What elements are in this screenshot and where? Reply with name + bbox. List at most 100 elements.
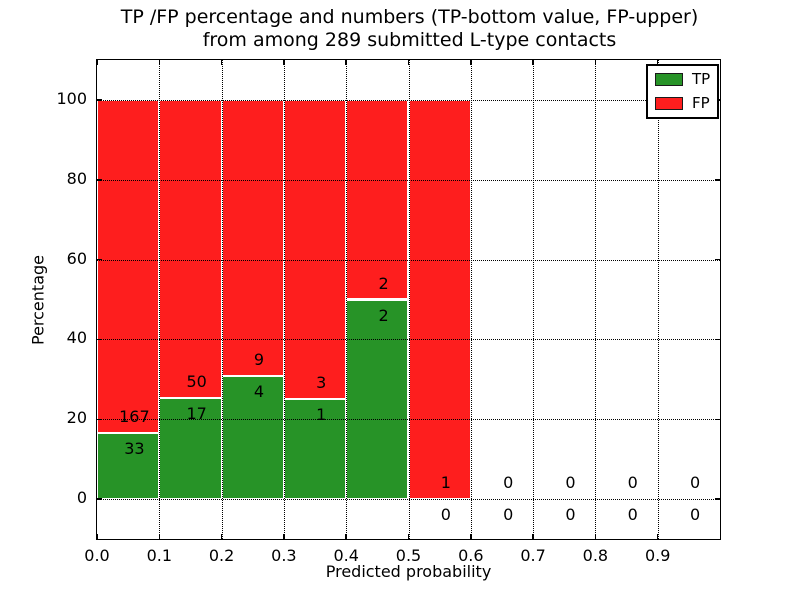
bar-count-label-fp: 0 — [689, 473, 701, 493]
x-tickmark-bottom — [656, 534, 659, 539]
bar-count-label-tp: 0 — [565, 505, 576, 525]
y-tick-label: 80 — [66, 168, 87, 188]
x-tickmark-bottom — [96, 534, 98, 539]
y-tickmark-left — [97, 338, 102, 341]
legend-swatch-fp — [655, 97, 683, 110]
gridline-v — [533, 60, 535, 539]
bar-segment-tp — [159, 397, 222, 500]
bar-segment-tp — [283, 399, 347, 500]
x-tick-label: 0.2 — [208, 546, 235, 565]
bar-count-label-tp: 0 — [627, 505, 638, 525]
x-tick-label: 0.7 — [520, 546, 546, 565]
x-tick-label: 0.3 — [271, 546, 297, 565]
y-tickmark-right — [715, 418, 720, 420]
bar-count-label-fp: 50 — [186, 371, 207, 391]
x-tickmark-top — [532, 60, 534, 65]
gridline-v — [408, 60, 410, 539]
gridline-v — [346, 60, 348, 539]
chart-title-line2: from among 289 submitted L-type contacts — [202, 29, 617, 51]
bar-count-label-tp: 4 — [253, 382, 265, 402]
legend-entry-tp: TP — [655, 72, 710, 87]
x-tickmark-bottom — [594, 534, 597, 539]
x-tickmark-top — [283, 60, 285, 65]
chart-title-line1: TP /FP percentage and numbers (TP-bottom… — [120, 6, 699, 28]
bar-segment-fp — [221, 99, 284, 377]
bar-count-label-tp: 0 — [440, 505, 451, 525]
x-tick-label: 0.5 — [395, 546, 422, 565]
y-tickmark-left — [97, 418, 102, 420]
x-tickmark-top — [594, 60, 597, 65]
x-tickmark-bottom — [158, 534, 161, 539]
x-tickmark-top — [96, 60, 98, 65]
legend-label-tp: TP — [692, 70, 711, 88]
bar-count-label-fp: 0 — [627, 473, 638, 493]
y-tickmark-right — [715, 179, 720, 181]
bar-segment-tp — [221, 376, 284, 500]
bar-count-label-tp: 0 — [689, 505, 701, 525]
bar-count-label-tp: 1 — [316, 405, 327, 425]
x-tickmark-top — [345, 60, 347, 65]
bar-segment-fp — [283, 99, 347, 400]
x-tick-label: 0.8 — [582, 546, 609, 565]
bar-count-label-fp: 3 — [316, 373, 327, 393]
x-tickmark-top — [220, 60, 223, 65]
bar-count-label-tp: 0 — [503, 505, 514, 525]
bar-count-label-fp: 9 — [253, 350, 265, 370]
legend: TP FP — [646, 64, 720, 119]
y-tick-label: 40 — [66, 328, 87, 348]
y-tickmark-left — [97, 258, 102, 261]
x-tickmark-bottom — [345, 534, 347, 539]
bar-segment-tp — [346, 299, 409, 500]
bar-segment-tp — [97, 433, 160, 500]
bar-segment-fp — [346, 99, 409, 300]
legend-entry-fp: FP — [655, 96, 710, 111]
x-tickmark-top — [158, 60, 161, 65]
y-tick-label: 20 — [66, 408, 87, 428]
x-tick-label: 0.0 — [84, 546, 110, 565]
gridline-v — [657, 60, 659, 539]
x-tickmark-bottom — [470, 534, 472, 539]
x-tickmark-bottom — [220, 534, 223, 539]
bar-segment-fp — [97, 99, 160, 434]
bar-segment-fp — [159, 99, 222, 398]
x-tick-label: 0.6 — [458, 546, 484, 565]
legend-label-fp: FP — [692, 94, 710, 112]
y-tick-label: 100 — [56, 89, 87, 109]
bar-count-label-tp: 17 — [186, 403, 207, 423]
x-tickmark-bottom — [407, 534, 410, 539]
bar-segment-fp — [408, 99, 471, 500]
x-tickmark-top — [470, 60, 472, 65]
bar-count-label-tp: 2 — [378, 305, 389, 325]
y-tick-label: 60 — [66, 248, 87, 268]
plot-area: TP FP 0.0 0.1 0.2 0.3 0.4 0.5 0.6 0.7 0.8 0.9 0 20 4… — [56, 59, 721, 565]
bar-count-label-fp: 0 — [565, 473, 576, 493]
chart-title: TP /FP percentage and numbers (TP-bottom… — [97, 6, 722, 52]
x-tickmark-top — [407, 60, 410, 65]
y-tick-label: 0 — [76, 488, 87, 508]
y-tickmark-left — [97, 99, 102, 101]
gridline-v — [470, 60, 472, 539]
bar-count-label-fp: 1 — [440, 473, 451, 493]
x-tickmark-bottom — [532, 534, 534, 539]
gridline-v — [159, 60, 161, 539]
gridline-v — [595, 60, 597, 539]
gridline-v — [283, 60, 285, 539]
x-tickmark-bottom — [283, 534, 285, 539]
bar-count-label-tp: 33 — [124, 439, 145, 459]
y-tickmark-right — [715, 258, 720, 261]
x-tick-label: 0.1 — [146, 546, 173, 565]
bar-count-label-fp: 2 — [378, 273, 389, 293]
x-tick-label: 0.4 — [333, 546, 359, 565]
x-axis-label: Predicted probability — [325, 562, 492, 581]
y-tickmark-right — [715, 498, 720, 500]
y-tickmark-right — [715, 338, 720, 341]
y-tickmark-left — [97, 498, 102, 500]
y-tickmark-left — [97, 179, 102, 181]
bar-count-label-fp: 167 — [119, 407, 150, 427]
legend-swatch-tp — [655, 73, 683, 86]
gridline-v — [221, 60, 223, 539]
x-tick-label: 0.9 — [644, 546, 671, 565]
x-tickmark-top — [656, 60, 659, 65]
bar-count-label-fp: 0 — [503, 473, 514, 493]
